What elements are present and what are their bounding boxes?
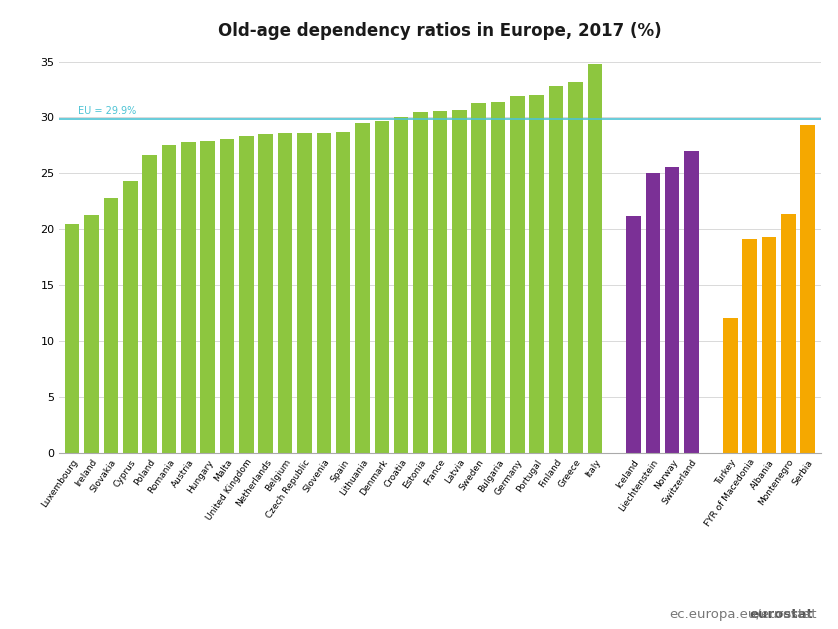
Bar	[142, 155, 157, 453]
Bar	[413, 112, 428, 453]
Bar	[278, 133, 292, 453]
Bar	[549, 86, 563, 453]
Bar	[85, 214, 99, 453]
Bar	[568, 82, 582, 453]
Bar	[742, 239, 757, 453]
Bar	[317, 133, 331, 453]
Bar	[723, 318, 737, 453]
Bar	[65, 224, 80, 453]
Bar	[355, 123, 370, 453]
Bar	[781, 214, 795, 453]
Bar	[587, 64, 602, 453]
Bar	[645, 174, 660, 453]
Bar	[181, 142, 195, 453]
Bar	[452, 109, 467, 453]
Bar	[162, 145, 176, 453]
Bar	[800, 125, 815, 453]
Bar	[200, 141, 215, 453]
Bar	[104, 198, 118, 453]
Bar	[432, 111, 447, 453]
Bar	[239, 136, 254, 453]
Bar	[394, 118, 408, 453]
Text: eurostat: eurostat	[749, 608, 813, 621]
Bar	[626, 216, 641, 453]
Title: Old-age dependency ratios in Europe, 2017 (%): Old-age dependency ratios in Europe, 201…	[218, 23, 662, 40]
Bar	[510, 96, 525, 453]
Bar	[491, 102, 505, 453]
Text: ec.europa.eu/eurostat: ec.europa.eu/eurostat	[670, 608, 817, 621]
Bar	[258, 134, 273, 453]
Bar	[375, 121, 389, 453]
Text: EU = 29.9%: EU = 29.9%	[78, 106, 137, 116]
Bar	[762, 237, 776, 453]
Bar	[665, 167, 680, 453]
Bar	[297, 133, 312, 453]
Bar	[123, 181, 137, 453]
Text: ec.europa.eu/eurostat: ec.europa.eu/eurostat	[665, 608, 813, 621]
Bar	[336, 132, 350, 453]
Bar	[685, 151, 699, 453]
Bar	[220, 138, 235, 453]
Bar	[472, 103, 486, 453]
Bar	[530, 95, 544, 453]
